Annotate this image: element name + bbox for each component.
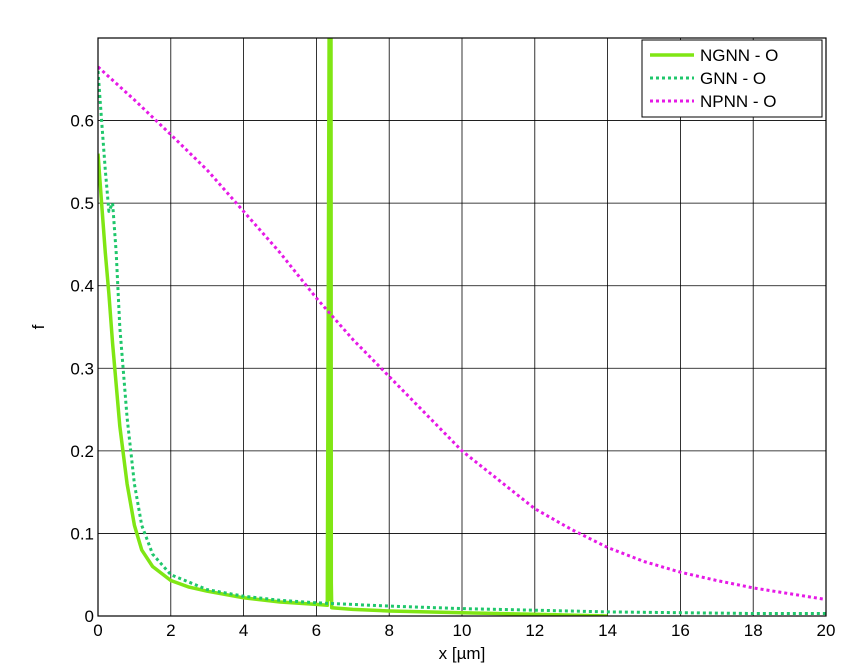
y-tick-label: 0.1 [70,524,94,543]
legend-label: GNN - O [700,69,766,88]
series-line-1 [98,38,608,616]
x-axis-ticks: 0 2 4 6 8 10 12 14 16 18 20 [93,621,835,640]
x-tick-label: 12 [525,621,544,640]
x-tick-label: 14 [598,621,617,640]
legend-label: NGNN - O [700,46,778,65]
x-axis-title: x [µm] [439,644,486,663]
y-axis-title: f [29,324,48,329]
y-tick-label: 0.4 [70,277,94,296]
x-tick-label: 0 [93,621,102,640]
y-tick-label: 0.5 [70,194,94,213]
x-tick-label: 16 [671,621,690,640]
legend-label: NPNN - O [700,92,777,111]
x-tick-label: 18 [744,621,763,640]
y-tick-label: 0.3 [70,359,94,378]
x-tick-label: 10 [453,621,472,640]
x-tick-label: 4 [239,621,248,640]
y-axis-ticks: 0 0.1 0.2 0.3 0.4 0.5 0.6 [70,112,94,626]
x-tick-label: 2 [166,621,175,640]
y-tick-label: 0.2 [70,442,94,461]
x-tick-label: 6 [312,621,321,640]
legend: NGNN - O GNN - O NPNN - O [642,40,822,117]
x-tick-label: 8 [384,621,393,640]
y-tick-label: 0.6 [70,112,94,131]
gridlines [98,38,826,616]
x-tick-label: 20 [817,621,836,640]
y-tick-label: 0 [85,607,94,626]
